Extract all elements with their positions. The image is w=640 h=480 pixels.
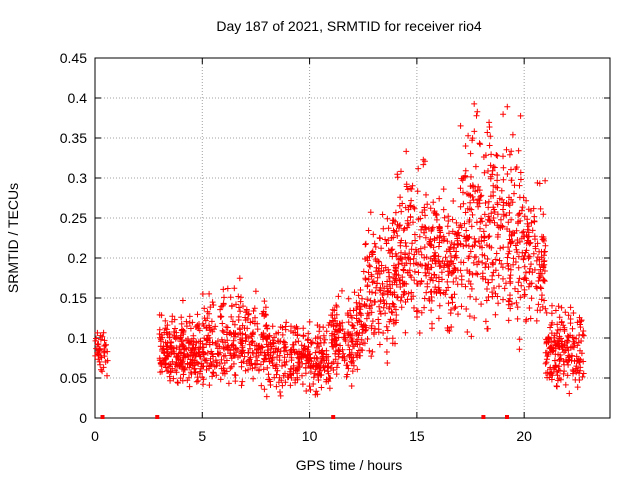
gap-marker [155,415,160,419]
x-tick-label: 5 [198,428,206,444]
y-tick-label: 0.15 [60,290,87,306]
x-tick-label: 15 [409,428,425,444]
x-axis-label: GPS time / hours [296,457,403,473]
axes: 0 0.05 0.1 0.15 0.2 0.25 0.3 0.35 0.4 0.45 0 5 10 15 2… [60,50,610,444]
y-tick-label: 0.2 [68,250,88,266]
scatter-plus-markers [92,100,587,400]
x-tick-label: 0 [91,428,99,444]
gap-marker [331,415,336,419]
gap-markers [100,415,509,419]
data-points [92,100,587,400]
gap-marker [505,415,509,419]
gap-marker [481,415,486,419]
y-tick-label: 0.45 [60,50,87,66]
chart-title: Day 187 of 2021, SRMTID for receiver rio… [216,18,482,34]
x-tick-label: 10 [302,428,318,444]
y-tick-label: 0.1 [68,330,88,346]
gap-marker [100,415,105,419]
y-axis-label: SRMTID / TECUs [5,183,21,293]
x-tick-label: 20 [516,428,532,444]
y-tick-label: 0.05 [60,370,87,386]
y-tick-label: 0.3 [68,170,88,186]
y-tick-label: 0.35 [60,130,87,146]
y-tick-label: 0 [79,410,87,426]
plot-frame [94,57,611,419]
y-tick-label: 0.25 [60,210,87,226]
y-tick-label: 0.4 [68,90,88,106]
